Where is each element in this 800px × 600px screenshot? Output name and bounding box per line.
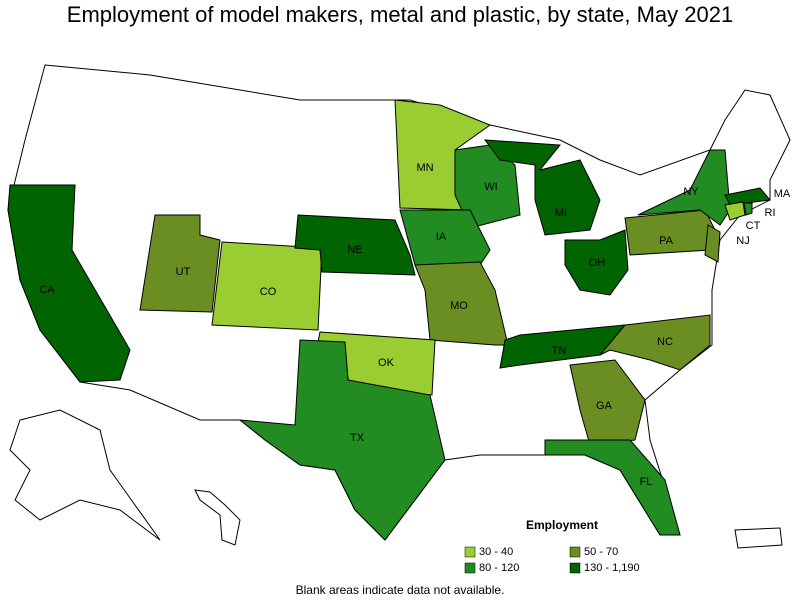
state xyxy=(414,261,509,346)
legend-label: 130 - 1,190 xyxy=(584,562,640,574)
state-label: PA xyxy=(659,235,674,247)
legend: 30 - 40 50 - 70 80 - 120 130 - 1,190 xyxy=(464,546,640,574)
legend-label: 30 - 40 xyxy=(479,546,513,558)
state-label: GA xyxy=(596,400,613,412)
legend-label: 50 - 70 xyxy=(584,546,618,558)
state-label: CA xyxy=(39,284,55,296)
legend-swatch xyxy=(569,546,581,558)
map-title: Employment of model makers, metal and pl… xyxy=(67,2,733,27)
state-label: CO xyxy=(260,286,277,298)
state-label: OK xyxy=(378,357,395,369)
state-label: TN xyxy=(552,345,567,357)
state xyxy=(569,359,646,446)
state-label: FL xyxy=(640,476,653,488)
state xyxy=(294,214,416,276)
legend-label: 80 - 120 xyxy=(479,562,519,574)
state-label: NC xyxy=(657,336,673,348)
state-label: RI xyxy=(765,207,776,219)
state-label: MA xyxy=(774,188,791,200)
state-label: NE xyxy=(347,244,362,256)
legend-title: Employment xyxy=(526,518,598,532)
state xyxy=(211,241,323,331)
state xyxy=(704,224,721,263)
legend-swatch xyxy=(464,562,476,574)
state-label: NY xyxy=(683,186,699,198)
state-label: CT xyxy=(746,220,761,232)
states: CA UT CO NE MN WI IA MO OK TX MI OH TN NC GA FL PA NY NJ MA… xyxy=(7,99,791,541)
state xyxy=(637,149,731,226)
hawaii xyxy=(194,489,241,546)
alaska xyxy=(9,409,161,541)
legend-swatch xyxy=(464,546,476,558)
state-label: OH xyxy=(589,257,606,269)
state xyxy=(743,202,753,216)
state xyxy=(139,214,221,313)
puerto-rico xyxy=(734,527,783,549)
state-label: IA xyxy=(436,231,447,243)
state xyxy=(599,314,711,371)
state xyxy=(564,229,629,296)
legend-swatch xyxy=(569,562,581,574)
state xyxy=(483,139,601,236)
state xyxy=(724,187,771,206)
state xyxy=(399,209,491,266)
state xyxy=(544,439,681,536)
state-label: MO xyxy=(450,300,468,312)
state-label: UT xyxy=(176,266,191,278)
state-label: MI xyxy=(555,207,567,219)
state-label: NJ xyxy=(736,235,749,247)
state xyxy=(724,201,746,221)
state-label: WI xyxy=(484,181,497,193)
state-label: TX xyxy=(350,432,365,444)
footnote: Blank areas indicate data not available. xyxy=(296,583,505,597)
state xyxy=(238,339,446,541)
state-label: MN xyxy=(416,162,433,174)
state xyxy=(7,184,131,383)
